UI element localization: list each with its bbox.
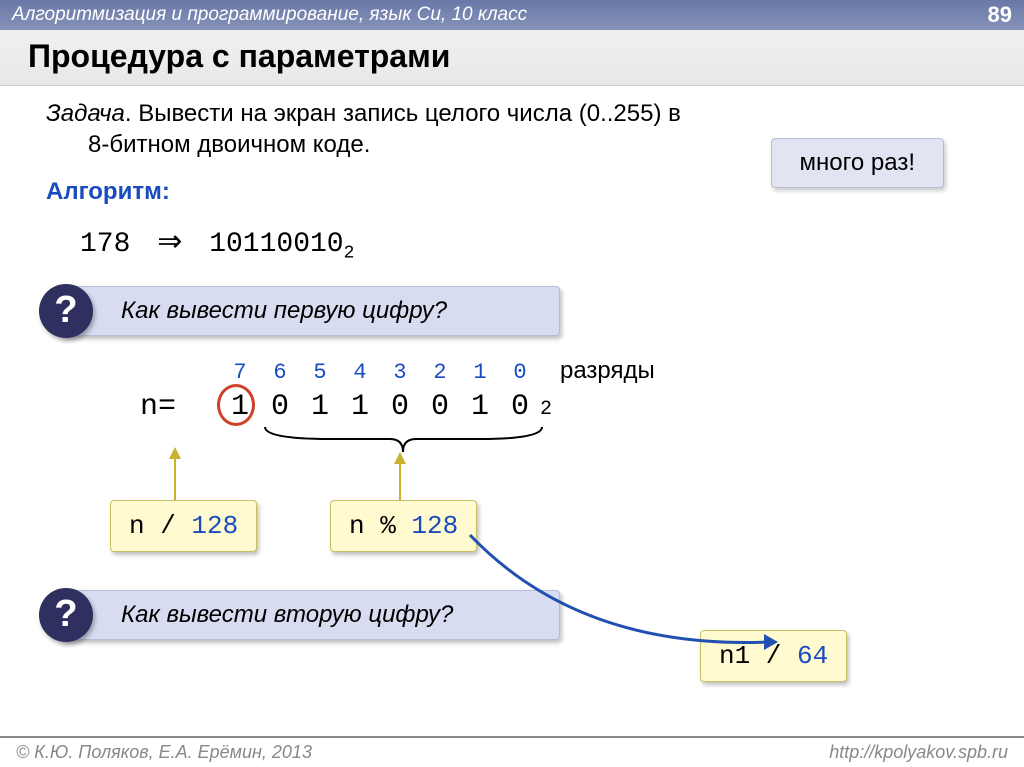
formula2-var: n % bbox=[349, 511, 411, 541]
question-mark-icon: ? bbox=[39, 284, 93, 338]
formula-box-1: n / 128 bbox=[110, 500, 257, 552]
conv-decimal: 178 bbox=[80, 229, 130, 260]
formula2-num: 128 bbox=[411, 511, 458, 541]
bit-val: 0 bbox=[380, 390, 420, 424]
bit-idx: 6 bbox=[260, 360, 300, 385]
callout-many-times: много раз! bbox=[771, 138, 944, 188]
pointer-arrow-2 bbox=[370, 450, 430, 505]
bit-idx: 7 bbox=[220, 360, 260, 385]
pointer-arrow-1 bbox=[145, 445, 205, 505]
header-subject: Алгоритмизация и программирование, язык … bbox=[12, 4, 527, 26]
conv-base: 2 bbox=[344, 244, 355, 264]
formula-box-2: n % 128 bbox=[330, 500, 477, 552]
conversion-line: 178 ⇒ 101100102 bbox=[80, 224, 984, 264]
question-mark-icon: ? bbox=[39, 588, 93, 642]
bit-val: 0 bbox=[420, 390, 460, 424]
bit-val: 1 bbox=[340, 390, 380, 424]
bit-val: 1 bbox=[300, 390, 340, 424]
formula3-num: 64 bbox=[797, 641, 828, 671]
question1-text: Как вывести первую цифру? bbox=[121, 297, 447, 324]
footer-url: http://kpolyakov.spb.ru bbox=[829, 742, 1008, 763]
footer: © К.Ю. Поляков, Е.А. Ерёмин, 2013 http:/… bbox=[0, 736, 1024, 767]
bit-idx: 3 bbox=[380, 360, 420, 385]
slide-title: Процедура с параметрами bbox=[0, 30, 1024, 86]
page-number: 89 bbox=[988, 2, 1012, 28]
question2-text: Как вывести вторую цифру? bbox=[121, 601, 453, 628]
blue-arrow-icon bbox=[460, 520, 800, 670]
conv-binary: 10110010 bbox=[209, 229, 343, 260]
bit-val: 0 bbox=[500, 390, 540, 424]
bit-val: 0 bbox=[260, 390, 300, 424]
bit-idx: 4 bbox=[340, 360, 380, 385]
arrow-icon: ⇒ bbox=[157, 224, 182, 259]
bits-diagram: 7 6 5 4 3 2 1 0 разряды n= 1 0 1 1 0 0 1… bbox=[100, 360, 984, 500]
bit-val: 1 bbox=[460, 390, 500, 424]
bits-label: разряды bbox=[560, 357, 655, 385]
bit-base: 2 bbox=[540, 398, 552, 421]
formula1-num: 128 bbox=[191, 511, 238, 541]
bit-row: n= 1 0 1 1 0 0 1 02 bbox=[140, 390, 552, 424]
bit-idx: 0 bbox=[500, 360, 540, 385]
bit-idx: 5 bbox=[300, 360, 340, 385]
question-box-1: ? Как вывести первую цифру? bbox=[60, 286, 560, 336]
red-circle-icon bbox=[217, 384, 255, 426]
bit-indices: 7 6 5 4 3 2 1 0 bbox=[220, 360, 540, 385]
bit-idx: 2 bbox=[420, 360, 460, 385]
bit-prefix: n= bbox=[140, 390, 220, 424]
formula1-var: n / bbox=[129, 511, 191, 541]
task-label: Задача bbox=[46, 100, 125, 127]
task-line1: . Вывести на экран запись целого числа (… bbox=[125, 100, 681, 127]
header-bar: Алгоритмизация и программирование, язык … bbox=[0, 0, 1024, 30]
footer-copyright: © К.Ю. Поляков, Е.А. Ерёмин, 2013 bbox=[16, 742, 312, 763]
bit-idx: 1 bbox=[460, 360, 500, 385]
